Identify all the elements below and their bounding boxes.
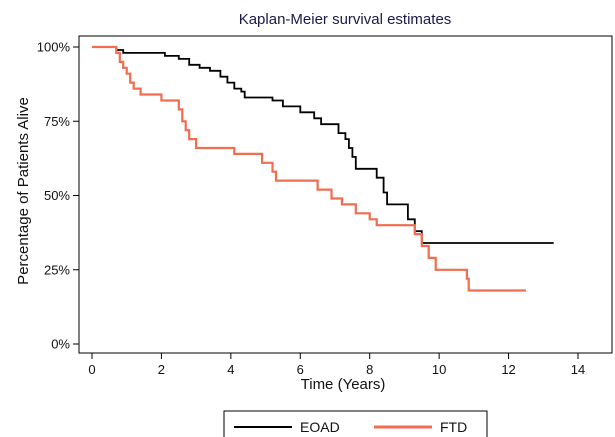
- y-tick-label: 100%: [37, 40, 71, 55]
- legend-box: [223, 410, 488, 437]
- x-tick-label: 8: [366, 362, 373, 377]
- legend: EOAD FTD: [223, 410, 488, 437]
- x-tick-label: 4: [227, 362, 234, 377]
- legend-label-ftd: FTD: [440, 419, 467, 435]
- legend-label-eoad: EOAD: [300, 419, 340, 435]
- y-tick-label: 75%: [44, 114, 70, 129]
- ticks: 0 2 4 6 8 10 12 14 0% 25% 50% 75% 100%: [37, 40, 585, 378]
- x-tick-label: 10: [432, 362, 446, 377]
- x-tick-label: 12: [501, 362, 515, 377]
- chart-title: Kaplan-Meier survival estimates: [239, 11, 452, 28]
- series-layer: [92, 45, 554, 292]
- y-tick-label: 25%: [44, 262, 70, 277]
- y-tick-label: 0%: [51, 337, 70, 352]
- series-line-eoad: [92, 46, 554, 244]
- series-line-ftd: [92, 45, 526, 292]
- x-tick-label: 2: [158, 362, 165, 377]
- x-tick-label: 14: [571, 362, 585, 377]
- x-tick-label: 6: [297, 362, 304, 377]
- plot-frame: [78, 35, 613, 354]
- x-axis-label: Time (Years): [301, 376, 386, 393]
- axes: [78, 35, 613, 354]
- x-tick-label: 0: [88, 362, 95, 377]
- y-axis-label: Percentage of Patients Alive: [15, 97, 32, 285]
- y-tick-label: 50%: [44, 188, 70, 203]
